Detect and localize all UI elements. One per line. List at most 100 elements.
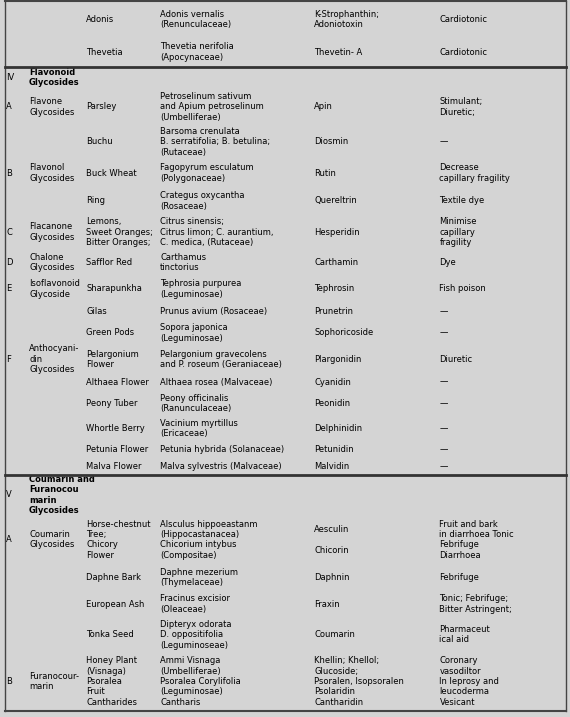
Text: Citrus sinensis;
Citrus limon; C. aurantium,
C. medica, (Rutaceae): Citrus sinensis; Citrus limon; C. aurant… <box>160 217 274 247</box>
Text: Parsley: Parsley <box>86 103 116 111</box>
Text: Alsculus hippoeastanm
(Hippocastanacea)
Chicorium intybus
(Compositae): Alsculus hippoeastanm (Hippocastanacea) … <box>160 520 258 560</box>
Text: Safflor Red: Safflor Red <box>86 258 132 267</box>
Text: B: B <box>6 168 12 178</box>
Text: Quereltrin: Quereltrin <box>314 196 357 205</box>
Text: Textile dye: Textile dye <box>439 196 484 205</box>
Text: Tonka Seed: Tonka Seed <box>86 630 134 639</box>
Text: Gilas: Gilas <box>86 307 107 316</box>
Text: D: D <box>6 258 13 267</box>
Text: —: — <box>439 399 448 408</box>
Text: Diuretic: Diuretic <box>439 355 473 364</box>
Text: Delphinidin: Delphinidin <box>314 424 362 433</box>
Text: Malvidin: Malvidin <box>314 462 349 471</box>
Text: Flacanone
Glycosides: Flacanone Glycosides <box>29 222 75 242</box>
Text: Apin: Apin <box>314 103 333 111</box>
Text: Sophoricoside: Sophoricoside <box>314 328 373 338</box>
Text: Sopora japonica
(Leguminosae): Sopora japonica (Leguminosae) <box>160 323 228 343</box>
Text: Ring: Ring <box>86 196 105 205</box>
Text: Green Pods: Green Pods <box>86 328 134 338</box>
Text: Petunidin: Petunidin <box>314 445 354 454</box>
Text: Fagopyrum esculatum
(Polygonaceae): Fagopyrum esculatum (Polygonaceae) <box>160 163 254 183</box>
Text: —: — <box>439 307 448 316</box>
Text: A: A <box>6 103 12 111</box>
Text: Althaea Flower: Althaea Flower <box>86 378 149 386</box>
Text: Furanocour-
marin: Furanocour- marin <box>29 672 79 691</box>
Text: K-Strophanthin;
Adoniotoxin: K-Strophanthin; Adoniotoxin <box>314 10 379 29</box>
Text: Peony Tuber: Peony Tuber <box>86 399 137 408</box>
Text: Plargonidin: Plargonidin <box>314 355 361 364</box>
Text: Anthocyani-
din
Glycosides: Anthocyani- din Glycosides <box>29 344 79 374</box>
Text: V: V <box>6 490 12 499</box>
Text: —: — <box>439 462 448 471</box>
Text: C: C <box>6 227 12 237</box>
Text: Fish poison: Fish poison <box>439 285 486 293</box>
Text: Dipteryx odorata
D. oppositifolia
(Leguminoseae): Dipteryx odorata D. oppositifolia (Legum… <box>160 619 231 650</box>
Text: Prunetrin: Prunetrin <box>314 307 353 316</box>
Text: Coumarin and
Furanocou
marin
Glycosides: Coumarin and Furanocou marin Glycosides <box>29 475 95 515</box>
Text: Thevetia nerifolia
(Apocynaceae): Thevetia nerifolia (Apocynaceae) <box>160 42 234 62</box>
Text: Rutin: Rutin <box>314 168 336 178</box>
Text: Althaea rosea (Malvaceae): Althaea rosea (Malvaceae) <box>160 378 272 386</box>
Text: Diosmin: Diosmin <box>314 138 348 146</box>
Text: Whortle Berry: Whortle Berry <box>86 424 145 433</box>
Text: Pelargonium
Flower: Pelargonium Flower <box>86 350 139 369</box>
Text: Ammi Visnaga
(Umbelliferae)
Psoralea Corylifolia
(Leguminosae)
Cantharis: Ammi Visnaga (Umbelliferae) Psoralea Cor… <box>160 656 241 707</box>
Text: Vacinium myrtillus
(Ericaceae): Vacinium myrtillus (Ericaceae) <box>160 419 238 438</box>
Text: Carthamus
tinctorius: Carthamus tinctorius <box>160 253 206 272</box>
Text: Khellin; Khellol;
Glucoside;
Psoralen, Isopsoralen
Psolaridin
Cantharidin: Khellin; Khellol; Glucoside; Psoralen, I… <box>314 656 404 707</box>
Text: Coumarin
Glycosides: Coumarin Glycosides <box>29 530 75 549</box>
Text: Peonidin: Peonidin <box>314 399 350 408</box>
Text: Tephrosia purpurea
(Leguminosae): Tephrosia purpurea (Leguminosae) <box>160 279 242 298</box>
Text: Coumarin: Coumarin <box>314 630 355 639</box>
Text: Adonis vernalis
(Renunculaceae): Adonis vernalis (Renunculaceae) <box>160 10 231 29</box>
Text: Tonic; Febrifuge;
Bitter Astringent;: Tonic; Febrifuge; Bitter Astringent; <box>439 594 512 614</box>
Text: Stimulant;
Diuretic;: Stimulant; Diuretic; <box>439 97 483 117</box>
Text: Buck Wheat: Buck Wheat <box>86 168 137 178</box>
Text: Barsoma crenulata
B. serratifolia; B. betulina;
(Rutaceae): Barsoma crenulata B. serratifolia; B. be… <box>160 127 270 157</box>
Text: Tephrosin: Tephrosin <box>314 285 355 293</box>
Text: Petunia hybrida (Solanaceae): Petunia hybrida (Solanaceae) <box>160 445 284 454</box>
Text: B: B <box>6 677 12 686</box>
Text: Crategus oxycantha
(Rosaceae): Crategus oxycantha (Rosaceae) <box>160 191 245 211</box>
Text: European Ash: European Ash <box>86 599 144 609</box>
Text: Petunia Flower: Petunia Flower <box>86 445 148 454</box>
Text: Daphne Bark: Daphne Bark <box>86 574 141 582</box>
Text: Daphnin: Daphnin <box>314 574 349 582</box>
Text: Isoflavonoid
Glycoside: Isoflavonoid Glycoside <box>29 279 80 298</box>
Text: A: A <box>6 535 12 544</box>
Text: Pharmaceut
ical aid: Pharmaceut ical aid <box>439 625 490 645</box>
Text: E: E <box>6 285 11 293</box>
Text: Sharapunkha: Sharapunkha <box>86 285 142 293</box>
Text: Hesperidin: Hesperidin <box>314 227 360 237</box>
Text: Aesculin

Chicorin: Aesculin Chicorin <box>314 525 349 554</box>
Text: Malva sylvestris (Malvaceae): Malva sylvestris (Malvaceae) <box>160 462 282 471</box>
Text: Chalone
Glycosides: Chalone Glycosides <box>29 253 75 272</box>
Text: Minimise
capillary
fragility: Minimise capillary fragility <box>439 217 477 247</box>
Text: IV: IV <box>6 73 14 82</box>
Text: Thevetia: Thevetia <box>86 47 123 57</box>
Text: Febrifuge: Febrifuge <box>439 574 479 582</box>
Text: Dye: Dye <box>439 258 456 267</box>
Text: Fracinus excisior
(Oleaceae): Fracinus excisior (Oleaceae) <box>160 594 230 614</box>
Text: —: — <box>439 445 448 454</box>
Text: Coronary
vasodiltor
In leprosy and
leucoderma
Vesicant: Coronary vasodiltor In leprosy and leuco… <box>439 656 499 707</box>
Text: Flavone
Glycosides: Flavone Glycosides <box>29 97 75 117</box>
Text: Flavonoid
Glycosides: Flavonoid Glycosides <box>29 68 80 87</box>
Text: Daphne mezerium
(Thymelaceae): Daphne mezerium (Thymelaceae) <box>160 568 238 587</box>
Text: Decrease
capillary fragility: Decrease capillary fragility <box>439 163 510 183</box>
Text: —: — <box>439 378 448 386</box>
Text: Malva Flower: Malva Flower <box>86 462 141 471</box>
Text: Peony officinalis
(Ranunculaceae): Peony officinalis (Ranunculaceae) <box>160 394 231 413</box>
Text: Pelargonium gravecolens
and P. roseum (Geraniaceae): Pelargonium gravecolens and P. roseum (G… <box>160 350 282 369</box>
Text: —: — <box>439 138 448 146</box>
Text: Fraxin: Fraxin <box>314 599 340 609</box>
Text: Prunus avium (Rosaceae): Prunus avium (Rosaceae) <box>160 307 267 316</box>
Text: —: — <box>439 424 448 433</box>
Text: Adonis: Adonis <box>86 15 115 24</box>
Text: Flavonol
Glycosides: Flavonol Glycosides <box>29 163 75 183</box>
Text: Cardiotonic: Cardiotonic <box>439 15 487 24</box>
Text: Lemons,
Sweet Oranges;
Bitter Oranges;: Lemons, Sweet Oranges; Bitter Oranges; <box>86 217 153 247</box>
Text: Petroselinum sativum
and Apium petroselinum
(Umbelliferae): Petroselinum sativum and Apium petroseli… <box>160 92 264 122</box>
Text: Fruit and bark
in diarrhoea Tonic
Febrifuge
Diarrhoea: Fruit and bark in diarrhoea Tonic Febrif… <box>439 520 514 560</box>
Text: Thevetin- A: Thevetin- A <box>314 47 363 57</box>
